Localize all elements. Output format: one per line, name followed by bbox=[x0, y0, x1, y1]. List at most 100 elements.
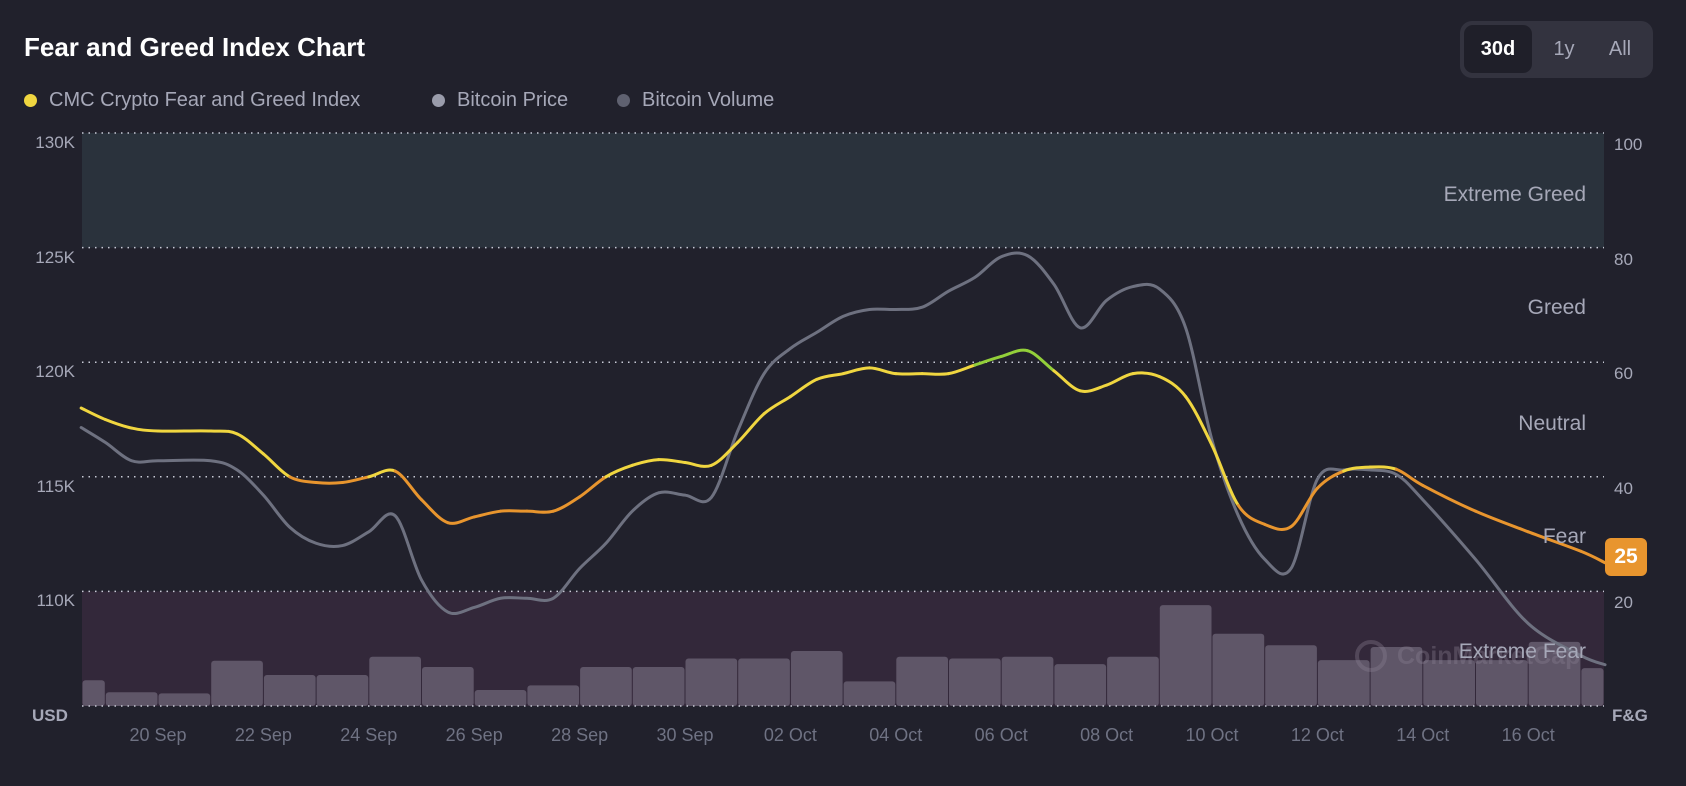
zone-label-extreme-fear: Extreme Fear bbox=[1458, 640, 1586, 663]
legend-label: CMC Crypto Fear and Greed Index bbox=[49, 89, 361, 111]
volume-bar bbox=[1159, 605, 1212, 706]
fear-greed-line-segment bbox=[1078, 383, 1109, 393]
y-right-tick: 80 bbox=[1614, 250, 1633, 269]
legend-item-bitcoin-price[interactable]: Bitcoin Price bbox=[432, 89, 568, 112]
volume-bar bbox=[896, 656, 948, 706]
zone-label-greed: Greed bbox=[1527, 296, 1586, 319]
fear-greed-line-segment bbox=[525, 509, 555, 514]
fear-greed-line-segment bbox=[1184, 395, 1214, 447]
zone-label-extreme-greed: Extreme Greed bbox=[1443, 183, 1586, 206]
legend-label: Bitcoin Price bbox=[457, 89, 569, 111]
x-tick-label: 16 Oct bbox=[1501, 725, 1555, 745]
watermark-text: CoinMarketCap bbox=[1397, 641, 1581, 670]
range-30d-button[interactable]: 30d bbox=[1464, 25, 1532, 73]
right-axis-name: F&G bbox=[1612, 706, 1648, 725]
fear-greed-line-segment bbox=[1052, 369, 1082, 393]
fear-greed-line-segment bbox=[1315, 469, 1346, 490]
volume-bar bbox=[790, 650, 843, 706]
volume-bar bbox=[474, 689, 527, 706]
fear-greed-line-segment bbox=[630, 458, 661, 467]
fear-greed-line-segment bbox=[472, 509, 503, 519]
range-1y-button[interactable]: 1y bbox=[1553, 38, 1575, 60]
fear-greed-line-segment bbox=[999, 348, 1030, 358]
legend-dot-icon bbox=[617, 94, 630, 107]
fear-greed-line-segment bbox=[867, 366, 898, 376]
fear-greed-line-segment bbox=[235, 432, 265, 456]
volume-bar bbox=[1054, 664, 1107, 706]
fear-greed-line-segment bbox=[393, 469, 423, 502]
x-tick-label: 14 Oct bbox=[1396, 725, 1450, 745]
x-tick-label: 06 Oct bbox=[974, 725, 1028, 745]
fear-greed-line-segment bbox=[420, 498, 450, 525]
fear-greed-line-segment bbox=[1421, 483, 1477, 513]
range-toggle: 30d 1y All bbox=[1460, 21, 1653, 78]
fear-greed-line-segment bbox=[920, 372, 950, 376]
zone-label-neutral: Neutral bbox=[1518, 412, 1586, 435]
volume-bar bbox=[1212, 633, 1265, 706]
volume-bar bbox=[1317, 660, 1370, 706]
x-tick-label: 28 Sep bbox=[551, 725, 609, 745]
fear-greed-line-segment bbox=[209, 429, 239, 436]
fear-greed-line-segment bbox=[841, 366, 871, 376]
volume-bar bbox=[369, 656, 421, 706]
current-value-badge: 25 bbox=[1605, 538, 1647, 576]
volume-bar bbox=[158, 693, 211, 706]
bitcoin-price-line bbox=[79, 251, 1607, 667]
y-right-tick: 20 bbox=[1614, 593, 1633, 612]
fear-greed-line-segment bbox=[1210, 443, 1240, 507]
y-right-tick: 60 bbox=[1614, 364, 1633, 383]
legend-item-bitcoin-volume[interactable]: Bitcoin Volume bbox=[617, 89, 774, 112]
fear-greed-line-segment bbox=[709, 440, 740, 467]
range-all-button[interactable]: All bbox=[1608, 38, 1632, 60]
fear-greed-line-segment bbox=[79, 406, 107, 421]
fear-greed-line-segment bbox=[1157, 375, 1188, 399]
fear-greed-line-segment bbox=[947, 363, 977, 376]
fear-greed-line-segment bbox=[314, 481, 344, 485]
volume-bar bbox=[738, 658, 790, 706]
x-tick-label: 24 Sep bbox=[340, 725, 398, 745]
x-tick-label: 26 Sep bbox=[445, 725, 503, 745]
fear-greed-line-segment bbox=[261, 452, 292, 479]
volume-bar bbox=[1001, 656, 1054, 706]
volume-bar bbox=[1476, 660, 1528, 706]
x-tick-label: 30 Sep bbox=[656, 725, 714, 745]
volume-bar bbox=[422, 667, 474, 706]
fear-greed-line-segment bbox=[551, 495, 582, 513]
y-right-tick: 100 bbox=[1614, 135, 1643, 154]
y-left-tick: 120K bbox=[35, 362, 75, 381]
volume-bar bbox=[685, 658, 738, 706]
fear-greed-line-segment bbox=[367, 468, 397, 479]
coinmarketcap-logo-icon bbox=[1355, 640, 1387, 672]
fear-greed-line-segment bbox=[815, 372, 845, 381]
fear-greed-line-segment bbox=[1342, 465, 1372, 473]
x-tick-label: 12 Oct bbox=[1290, 725, 1344, 745]
volume-bar bbox=[105, 692, 158, 706]
volume-bar bbox=[527, 685, 580, 706]
fear-greed-line-segment bbox=[788, 377, 819, 399]
fear-greed-line-segment bbox=[657, 458, 687, 464]
x-tick-label: 02 Oct bbox=[763, 725, 817, 745]
fear-greed-line-segment bbox=[1526, 530, 1583, 553]
fear-greed-line-segment bbox=[103, 418, 134, 430]
volume-bar bbox=[949, 658, 1001, 706]
fear-greed-line-segment bbox=[1579, 549, 1607, 565]
fear-greed-line-segment bbox=[446, 515, 476, 525]
volume-bar bbox=[1107, 656, 1159, 706]
y-left-tick: 130K bbox=[35, 133, 75, 152]
volume-bar bbox=[843, 681, 896, 706]
x-tick-label: 04 Oct bbox=[869, 725, 923, 745]
volume-bar bbox=[1265, 645, 1317, 706]
y-left-tick: 125K bbox=[35, 248, 75, 267]
fear-greed-line-segment bbox=[1394, 467, 1425, 487]
legend-dot-icon bbox=[432, 94, 445, 107]
fear-greed-line-segment bbox=[1105, 372, 1135, 387]
extreme-greed-band bbox=[82, 133, 1604, 248]
volume-bar bbox=[211, 660, 263, 706]
fear-greed-line-segment bbox=[762, 395, 792, 416]
page-title: Fear and Greed Index Chart bbox=[24, 32, 365, 62]
fear-greed-line-segment bbox=[1263, 522, 1293, 531]
x-tick-label: 10 Oct bbox=[1185, 725, 1239, 745]
y-left-tick: 115K bbox=[36, 477, 75, 496]
legend-item-fear-greed[interactable]: CMC Crypto Fear and Greed Index bbox=[24, 89, 360, 112]
